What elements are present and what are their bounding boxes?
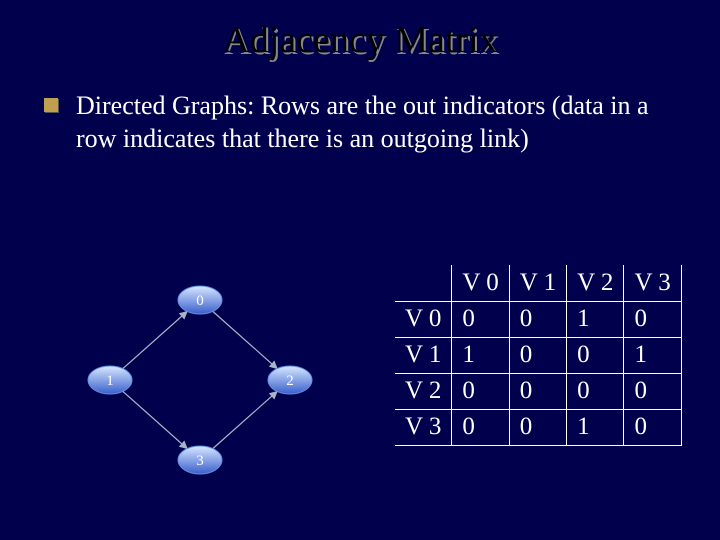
matrix-cell: 1	[452, 337, 509, 373]
matrix-cell: 0	[567, 337, 624, 373]
graph-node-label: 0	[196, 293, 204, 309]
matrix-cell: 0	[567, 373, 624, 409]
graph-node-label: 3	[196, 453, 204, 469]
matrix-cell: 1	[567, 301, 624, 337]
graph-edge	[213, 391, 277, 448]
matrix-col-header: V 1	[509, 265, 566, 301]
matrix-cell: 0	[509, 409, 566, 445]
directed-graph: 0 1 2 3	[60, 260, 340, 520]
matrix-row-header: V 0	[395, 301, 452, 337]
graph-edge	[123, 311, 187, 368]
matrix-row-header: V 1	[395, 337, 452, 373]
matrix-cell: 0	[452, 373, 509, 409]
matrix-cell: 0	[624, 301, 681, 337]
graph-edge	[123, 391, 187, 448]
bullet-text: Directed Graphs: Rows are the out indica…	[76, 90, 676, 155]
matrix-cell: 0	[452, 409, 509, 445]
bullet-square-icon	[44, 98, 58, 112]
matrix-cell: 1	[567, 409, 624, 445]
graph-edge	[213, 311, 277, 368]
adjacency-matrix-table: V 0V 1V 2V 3V 00010V 11001V 20000V 30010	[395, 265, 682, 446]
matrix-cell: 1	[624, 337, 681, 373]
page-title: Adjacency Matrix	[0, 0, 720, 62]
graph-node-label: 1	[106, 373, 114, 389]
matrix-col-header: V 2	[567, 265, 624, 301]
matrix-cell: 0	[624, 409, 681, 445]
matrix-col-header: V 3	[624, 265, 681, 301]
content-area: 0123 V 0V 1V 2V 3V 00010V 11001V 20000V …	[0, 240, 720, 540]
graph-node-label: 2	[286, 373, 294, 389]
matrix-col-header: V 0	[452, 265, 509, 301]
matrix-cell: 0	[509, 337, 566, 373]
matrix-row-header: V 2	[395, 373, 452, 409]
matrix-cell: 0	[509, 373, 566, 409]
matrix-corner	[395, 265, 452, 301]
matrix-cell: 0	[624, 373, 681, 409]
matrix-row-header: V 3	[395, 409, 452, 445]
matrix-cell: 0	[509, 301, 566, 337]
matrix-cell: 0	[452, 301, 509, 337]
bullet-row: Directed Graphs: Rows are the out indica…	[0, 62, 720, 155]
